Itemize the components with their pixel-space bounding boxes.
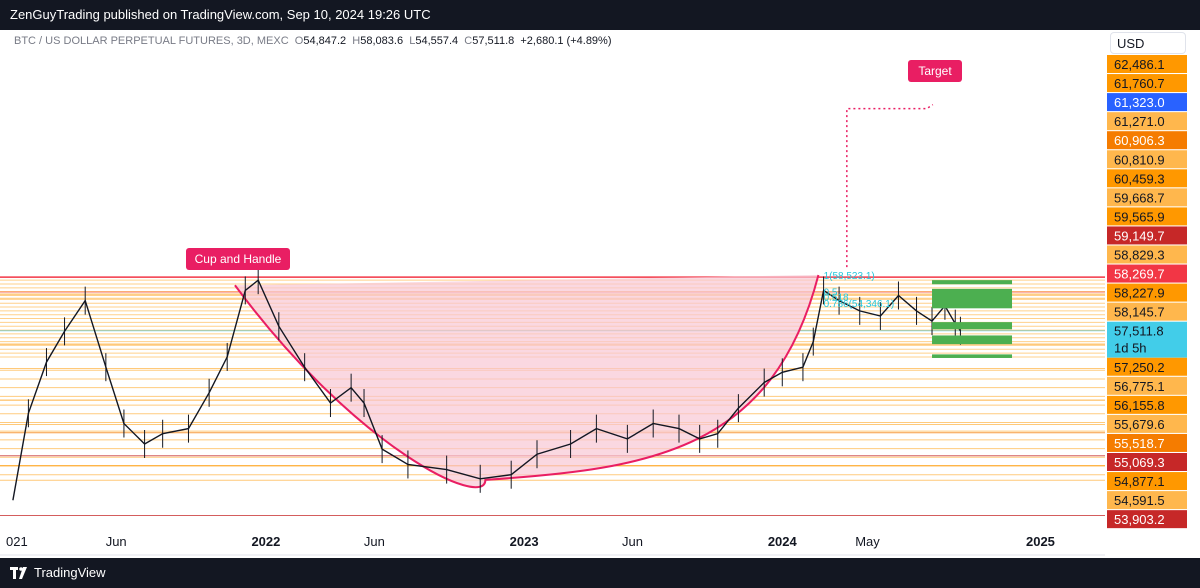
x-tick-label: May (855, 534, 880, 549)
symbol-legend: BTC / US DOLLAR PERPETUAL FUTURES, 3D, M… (14, 35, 612, 47)
price-axis-value: 55,518.7 (1114, 436, 1165, 451)
price-axis-tag (1107, 302, 1187, 321)
price-axis-value: 61,323.0 (1114, 95, 1165, 110)
x-tick-label: 2025 (1026, 534, 1055, 549)
x-tick-label: 2022 (251, 534, 280, 549)
cup-curve (234, 274, 820, 489)
green-zone (932, 322, 1013, 330)
price-axis-tag (1107, 150, 1187, 169)
price-axis-tag (1107, 472, 1187, 491)
low-value: 54,557.4 (415, 35, 459, 47)
price-axis-tag (1107, 131, 1187, 150)
x-tick-label: Jun (364, 534, 385, 549)
price-axis-value: 61,760.7 (1114, 76, 1165, 91)
price-axis-value: 54,591.5 (1114, 493, 1165, 508)
price-axis-value: 57,511.8 (1114, 324, 1164, 339)
price-axis-tag (1107, 226, 1187, 245)
currency-button[interactable]: USD (1110, 32, 1186, 54)
price-axis-value: 58,227.9 (1114, 286, 1165, 301)
fib-label: 0.618 (824, 293, 849, 304)
chart-area[interactable]: BTC / US DOLLAR PERPETUAL FUTURES, 3D, M… (0, 30, 1200, 558)
x-tick-label: 2023 (510, 534, 539, 549)
price-axis-tag (1107, 376, 1187, 395)
footer-bar: TradingView (0, 558, 1200, 588)
price-axis-tag (1107, 112, 1187, 131)
green-zone (932, 354, 1013, 358)
price-axis-value: 60,810.9 (1114, 152, 1165, 167)
fib-label: 0.5 (824, 288, 838, 299)
price-axis-value: 61,271.0 (1114, 114, 1165, 129)
price-axis-tag (1107, 207, 1187, 226)
price-axis-value: 55,069.3 (1114, 455, 1165, 470)
bar-countdown: 1d 5h (1114, 341, 1147, 356)
close-value: 57,511.8 (472, 35, 515, 47)
price-axis-tag (1107, 93, 1187, 112)
price-axis-value: 58,269.7 (1114, 267, 1165, 282)
x-tick-label: Jun (622, 534, 643, 549)
price-axis-tag (1107, 357, 1187, 376)
price-axis-value: 58,829.3 (1114, 248, 1165, 263)
price-axis-value: 60,906.3 (1114, 133, 1165, 148)
target-projection (846, 104, 934, 268)
high-label: H (352, 35, 361, 47)
price-axis-tag (1107, 264, 1187, 283)
tradingview-logo-icon (10, 567, 27, 579)
green-zone (932, 288, 1013, 309)
price-axis-value: 59,565.9 (1114, 209, 1165, 224)
price-axis-tag (1107, 321, 1187, 358)
publish-header: ZenGuyTrading published on TradingView.c… (0, 0, 1200, 30)
open-value: 54,847.2 (303, 35, 347, 47)
fib-label: 0.786(54,346.1) (824, 299, 895, 310)
price-axis-tag (1107, 55, 1187, 73)
price-axis-tag (1107, 169, 1187, 188)
price-axis-value: 53,903.2 (1114, 512, 1165, 527)
fib-label: 1(58,523.1) (824, 271, 875, 282)
target-label-bg (908, 60, 962, 82)
price-axis-value: 56,775.1 (1114, 379, 1165, 394)
low-label: L (409, 35, 416, 47)
price-axis-tag (1107, 433, 1187, 452)
open-label: O (294, 35, 304, 47)
target-label: Target (918, 64, 952, 78)
price-axis-tag (1107, 245, 1187, 264)
price-axis-value: 57,250.2 (1114, 360, 1165, 375)
price-axis-value: 56,155.8 (1114, 398, 1165, 413)
x-tick-label: 021 (6, 534, 28, 549)
price-axis-tag (1107, 510, 1187, 529)
price-axis-value: 62,486.1 (1114, 57, 1165, 72)
x-tick-label: 2024 (768, 534, 798, 549)
cup-and-handle-label: Cup and Handle (195, 252, 282, 266)
cup-and-handle-label-bg (186, 248, 290, 270)
cup-fill (234, 275, 819, 488)
footer-brand: TradingView (34, 565, 106, 580)
change-value: +2,680.1 (+4.89%) (520, 35, 612, 47)
price-axis-value: 59,668.7 (1114, 190, 1165, 205)
price-axis-tag (1107, 453, 1187, 471)
green-zone (932, 335, 1013, 345)
published-line: ZenGuyTrading published on TradingView.c… (10, 7, 431, 22)
price-axis-value: 55,679.6 (1114, 417, 1165, 432)
close-label: C (464, 35, 473, 47)
price-axis-value: 60,459.3 (1114, 171, 1165, 186)
green-zone (932, 280, 1013, 285)
price-axis-tag (1107, 414, 1187, 433)
price-axis-tag (1107, 188, 1187, 207)
price-axis-tag (1107, 491, 1187, 510)
price-axis-value: 59,149.7 (1114, 228, 1165, 243)
x-tick-label: Jun (106, 534, 127, 549)
price-axis-tag (1107, 74, 1187, 93)
price-axis-value: 58,145.7 (1114, 305, 1165, 320)
symbol-name: BTC / US DOLLAR PERPETUAL FUTURES, 3D, M… (14, 35, 289, 47)
price-axis-tag (1107, 395, 1187, 414)
price-axis-tag (1107, 283, 1187, 302)
high-value: 58,083.6 (360, 35, 404, 47)
price-axis-value: 54,877.1 (1114, 474, 1165, 489)
